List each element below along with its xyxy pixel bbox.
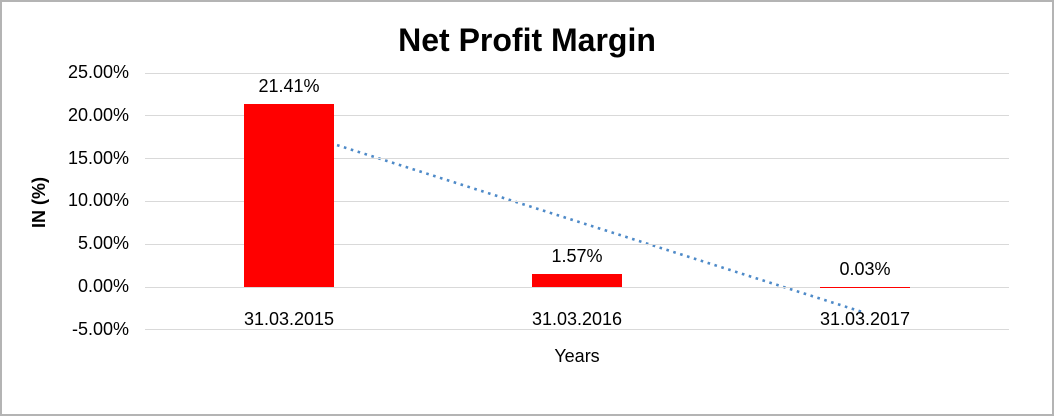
chart-title: Net Profit Margin (398, 22, 656, 58)
bar (244, 103, 334, 287)
y-axis-tick-label: 15.00% (67, 147, 129, 168)
y-axis-tick-label: 5.00% (77, 233, 129, 254)
gridline (145, 115, 1009, 117)
y-axis-tick-label: 25.00% (67, 62, 129, 82)
gridline (145, 286, 1009, 288)
gridline (145, 72, 1009, 74)
x-axis-category-label: 31.03.2017 (819, 309, 911, 329)
data-label: 21.41% (258, 75, 320, 96)
data-label: 1.57% (551, 245, 603, 266)
gridline (145, 329, 1009, 331)
y-axis-tick-label: 20.00% (67, 104, 129, 125)
x-axis-category-label: 31.03.2015 (243, 309, 335, 329)
gridline (145, 243, 1009, 245)
x-axis-title: Years (554, 346, 600, 366)
y-axis-tick-label: -5.00% (71, 318, 129, 339)
data-label: 0.03% (839, 258, 891, 279)
gridline (145, 200, 1009, 202)
x-axis-category-label: 31.03.2016 (531, 309, 623, 329)
gridline (145, 158, 1009, 160)
bar (532, 273, 622, 287)
y-axis-tick-label: 0.00% (77, 276, 129, 296)
y-axis-tick-label: 10.00% (67, 190, 129, 211)
